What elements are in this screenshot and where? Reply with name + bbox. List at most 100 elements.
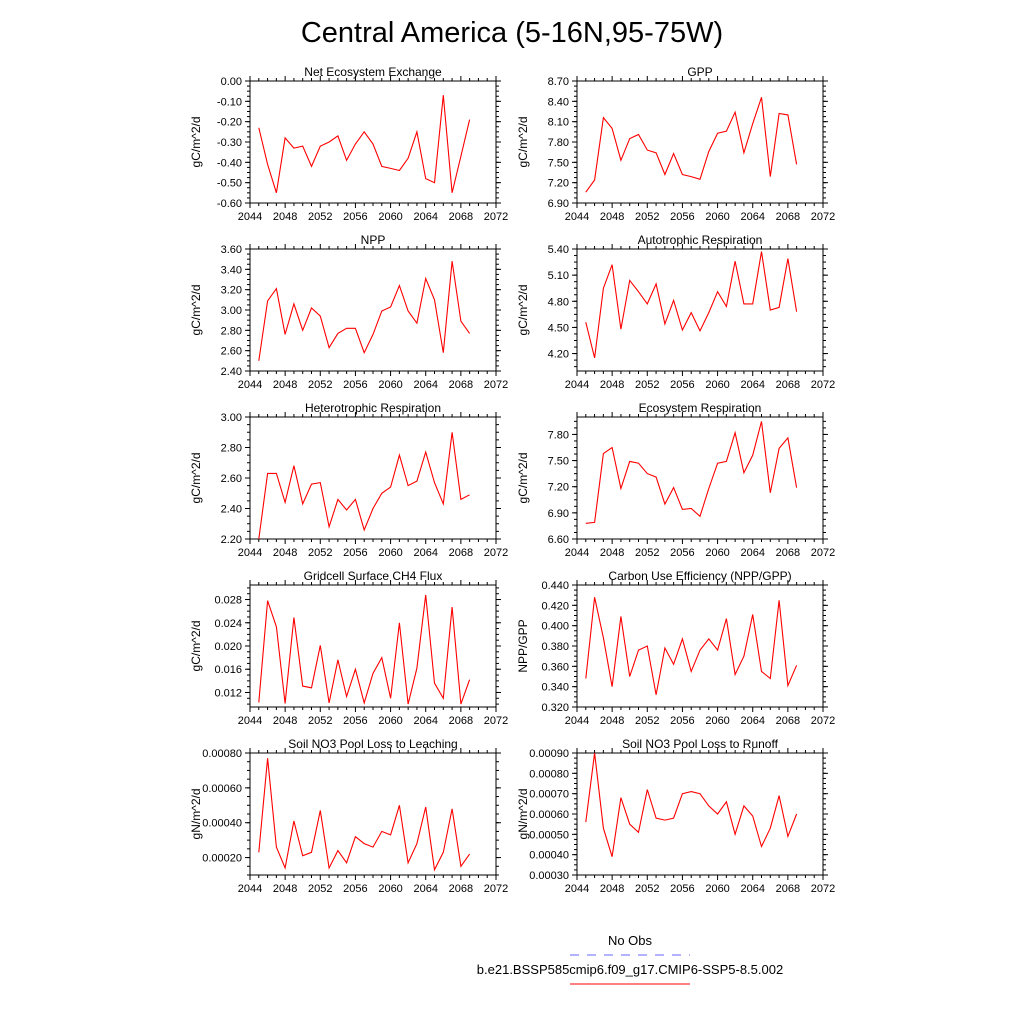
y-tick-label: 0.340 xyxy=(541,682,569,694)
y-tick-label: 6.60 xyxy=(548,534,569,546)
x-tick-label: 2052 xyxy=(635,547,659,559)
x-tick-label: 2044 xyxy=(565,211,589,223)
series-line xyxy=(258,95,471,193)
y-tick-label: 8.10 xyxy=(548,117,569,129)
x-tick-label: 2056 xyxy=(670,715,694,727)
chart-panel: NPP 2.40 2.60 2.80 3.00 3.20 3.40 3.60 2044 2048 2… xyxy=(189,233,508,391)
y-tick-label: 0.00050 xyxy=(529,829,569,841)
plot-frame xyxy=(249,584,497,708)
x-tick-label: 2060 xyxy=(705,547,729,559)
panel-title: Carbon Use Efficiency (NPP/GPP) xyxy=(608,569,791,583)
chart-panel: Autotrophic Respiration 4.20 4.50 4.80 5.10 5… xyxy=(516,233,835,391)
y-axis-label: gC/m^2/d xyxy=(189,453,203,504)
series-line xyxy=(258,432,470,540)
y-tick-label: 3.60 xyxy=(221,244,242,256)
x-tick-label: 2044 xyxy=(238,379,262,391)
x-tick-label: 2072 xyxy=(484,715,508,727)
series-line xyxy=(258,758,471,872)
panel-title: Ecosystem Respiration xyxy=(639,401,762,415)
x-tick-label: 2072 xyxy=(484,379,508,391)
series-line xyxy=(585,597,798,695)
x-tick-label: 2068 xyxy=(449,547,473,559)
y-tick-label: 2.60 xyxy=(221,346,242,358)
x-tick-label: 2068 xyxy=(449,883,473,895)
chart-panel: Carbon Use Efficiency (NPP/GPP) 0.320 0.34… xyxy=(516,569,835,727)
x-tick-label: 2060 xyxy=(378,883,402,895)
plot-frame xyxy=(576,248,824,372)
chart-panel: Net Ecosystem Exchange -0.60 -0.50 -0.40 -0.… xyxy=(189,65,508,223)
y-tick-label: 6.90 xyxy=(548,508,569,520)
x-tick-label: 2052 xyxy=(308,883,332,895)
plot-frame xyxy=(576,752,824,876)
x-tick-label: 2068 xyxy=(776,715,800,727)
panel-title: Heterotrophic Respiration xyxy=(305,401,441,415)
plot-frame xyxy=(576,416,824,540)
x-tick-label: 2072 xyxy=(811,211,835,223)
x-tick-label: 2048 xyxy=(273,211,297,223)
y-tick-label: -0.40 xyxy=(217,157,242,169)
legend-no-obs-label: No Obs xyxy=(608,933,653,948)
y-axis-label: gC/m^2/d xyxy=(189,285,203,336)
y-tick-label: 2.80 xyxy=(221,325,242,337)
x-tick-label: 2064 xyxy=(413,379,437,391)
y-axis-label: gC/m^2/d xyxy=(189,621,203,672)
x-tick-label: 2056 xyxy=(670,379,694,391)
y-axis-label: gC/m^2/d xyxy=(516,453,530,504)
x-tick-label: 2064 xyxy=(740,883,764,895)
x-tick-label: 2068 xyxy=(449,211,473,223)
y-tick-label: 3.00 xyxy=(221,305,242,317)
x-tick-label: 2052 xyxy=(635,715,659,727)
x-tick-label: 2072 xyxy=(484,211,508,223)
x-tick-label: 2048 xyxy=(273,715,297,727)
x-tick-label: 2044 xyxy=(565,883,589,895)
y-tick-label: 0.016 xyxy=(214,664,242,676)
x-tick-label: 2068 xyxy=(776,883,800,895)
x-tick-label: 2056 xyxy=(670,547,694,559)
y-tick-label: 7.50 xyxy=(548,456,569,468)
x-tick-label: 2048 xyxy=(600,715,624,727)
x-tick-label: 2048 xyxy=(600,883,624,895)
y-tick-label: 5.40 xyxy=(548,244,569,256)
y-tick-label: 0.020 xyxy=(214,641,242,653)
x-tick-label: 2064 xyxy=(413,715,437,727)
x-tick-label: 2052 xyxy=(308,211,332,223)
series-line xyxy=(258,261,471,361)
plot-frame xyxy=(576,80,824,204)
plot-frame xyxy=(249,248,497,372)
x-tick-label: 2044 xyxy=(565,715,589,727)
chart-panel: Ecosystem Respiration 6.60 6.90 7.20 7.50 7.8… xyxy=(516,401,835,559)
y-tick-label: 0.380 xyxy=(541,641,569,653)
x-tick-label: 2068 xyxy=(776,379,800,391)
plot-frame xyxy=(249,752,497,876)
y-tick-label: 0.440 xyxy=(541,580,569,592)
y-tick-label: 0.420 xyxy=(541,600,569,612)
x-tick-label: 2060 xyxy=(705,715,729,727)
x-tick-label: 2052 xyxy=(635,379,659,391)
panel-title: Net Ecosystem Exchange xyxy=(304,65,442,79)
x-tick-label: 2072 xyxy=(811,883,835,895)
x-tick-label: 2072 xyxy=(484,547,508,559)
x-tick-label: 2044 xyxy=(238,211,262,223)
figure-title: Central America (5-16N,95-75W) xyxy=(301,17,723,49)
y-tick-label: -0.10 xyxy=(217,96,242,108)
y-tick-label: 0.024 xyxy=(214,618,242,630)
legend: No Obs b.e21.BSSP585cmip6.f09_g17.CMIP6-… xyxy=(477,933,783,985)
y-tick-label: 0.00040 xyxy=(529,850,569,862)
x-tick-label: 2072 xyxy=(811,715,835,727)
panels: Net Ecosystem Exchange -0.60 -0.50 -0.40 -0.… xyxy=(189,65,835,895)
x-tick-label: 2072 xyxy=(811,547,835,559)
series-line xyxy=(585,752,798,857)
y-tick-label: 0.00060 xyxy=(202,783,242,795)
x-tick-label: 2048 xyxy=(600,211,624,223)
x-tick-label: 2056 xyxy=(670,883,694,895)
legend-run-label: b.e21.BSSP585cmip6.f09_g17.CMIP6-SSP5-8.… xyxy=(477,962,783,977)
x-tick-label: 2068 xyxy=(776,547,800,559)
y-tick-label: 2.60 xyxy=(221,473,242,485)
x-tick-label: 2060 xyxy=(378,547,402,559)
y-axis-label: gC/m^2/d xyxy=(516,117,530,168)
x-tick-label: 2060 xyxy=(705,379,729,391)
x-tick-label: 2072 xyxy=(811,379,835,391)
y-tick-label: -0.30 xyxy=(217,137,242,149)
series-line xyxy=(585,251,798,359)
